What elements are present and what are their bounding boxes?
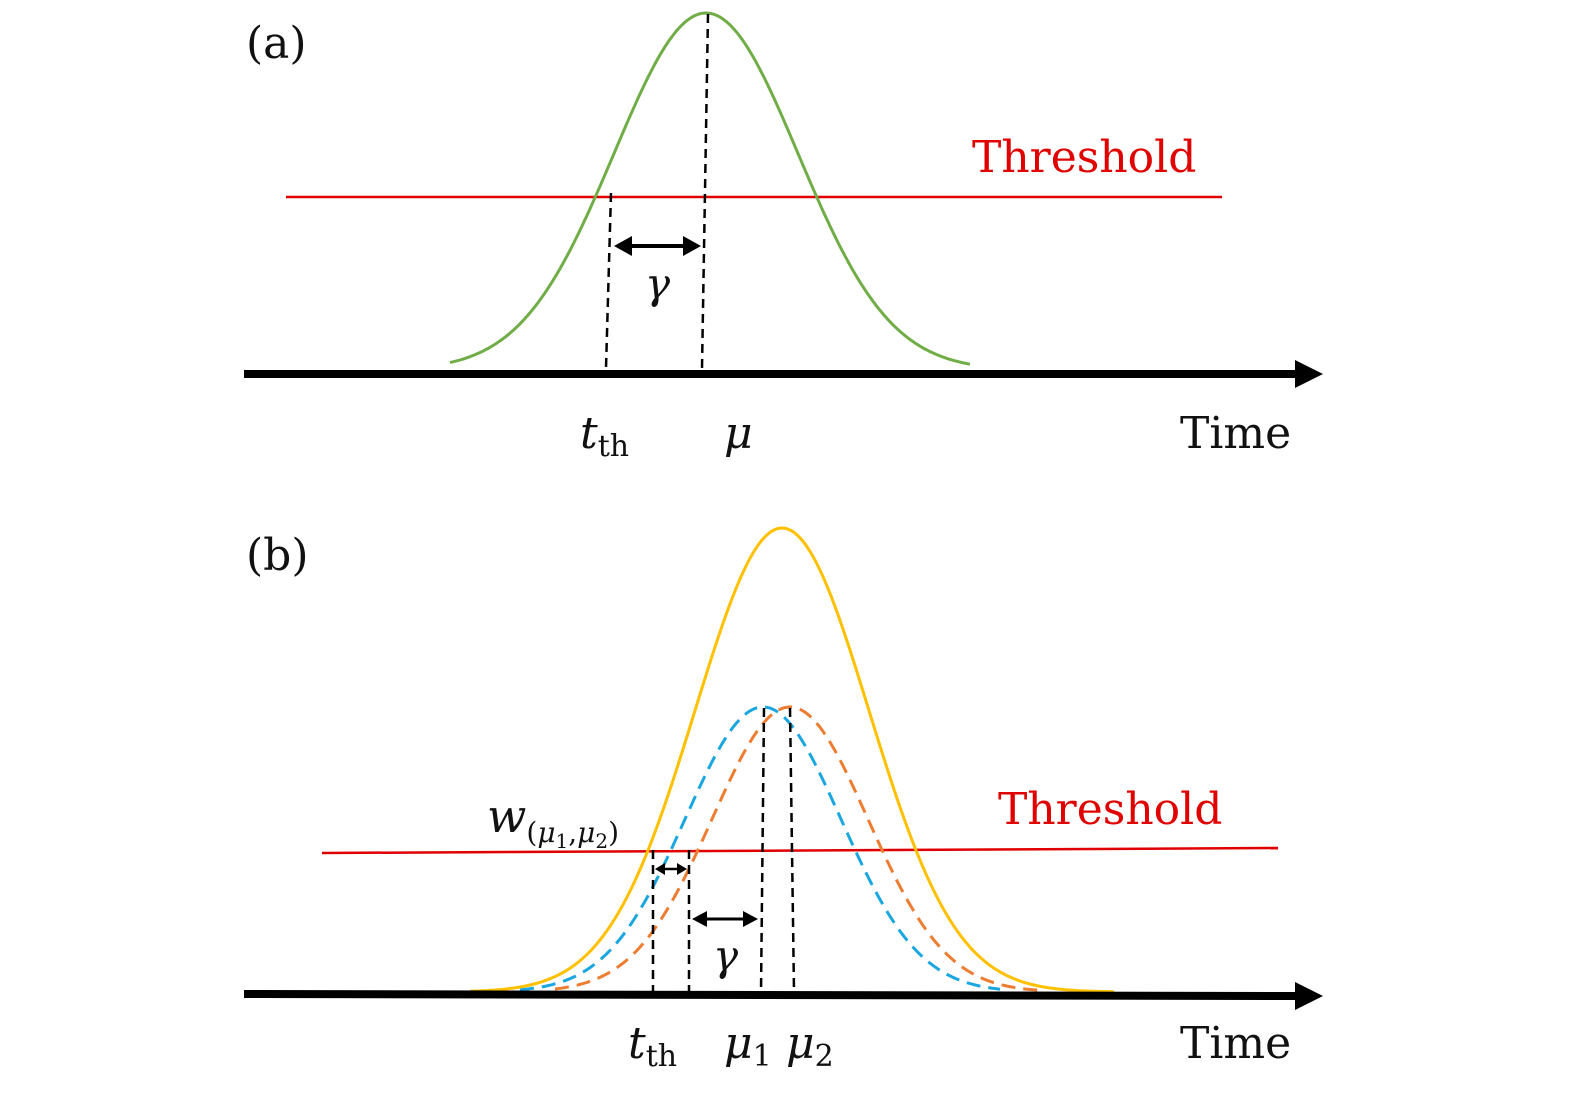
panel-a-mu-dashed-line xyxy=(700,13,710,369)
panel-b-w-arrow xyxy=(655,863,687,875)
panel-b-time-axis-arrowhead xyxy=(1295,982,1323,1010)
panel-b-threshold-label: Threshold xyxy=(998,784,1222,835)
panel-b-blue-dashed-curve xyxy=(519,705,1001,992)
panel-b-tick-tth: tth xyxy=(628,1018,677,1074)
panel-b-mu2-dashed-line xyxy=(788,707,796,993)
panel-a-axis-label: Time xyxy=(1180,408,1291,459)
panel-b-gamma-arrow xyxy=(692,911,758,927)
panel-a-gamma-label: γ xyxy=(645,259,671,308)
panel-a-time-axis-arrowhead xyxy=(1295,360,1323,388)
panel-b-axis-label: Time xyxy=(1180,1018,1291,1069)
panel-a-gaussian-curve xyxy=(449,11,971,366)
panel-b-orange-dashed-curve xyxy=(554,705,1040,992)
panel-a-label: (a) xyxy=(246,18,307,69)
panel-a: (a) Threshold γ tth μ Time xyxy=(244,11,1323,464)
panel-a-tth-dashed-line xyxy=(604,192,613,369)
panel-b-mu1-dashed-line xyxy=(759,707,766,993)
panel-b: (b) Threshold γ w(μ1,μ2) xyxy=(243,526,1323,1074)
panel-b-label: (b) xyxy=(246,530,309,581)
panel-a-threshold-label: Threshold xyxy=(972,132,1196,183)
panel-b-threshold-line xyxy=(321,846,1279,855)
panel-b-w-label: w(μ1,μ2) xyxy=(487,789,619,853)
panel-b-tick-mu1: μ1 xyxy=(724,1018,772,1074)
panel-a-tick-mu: μ xyxy=(724,408,753,459)
panel-b-tick-mu2: μ2 xyxy=(786,1018,834,1074)
panel-b-gamma-label: γ xyxy=(713,931,739,980)
panel-a-tick-tth: tth xyxy=(580,408,629,464)
panel-b-sum-curve xyxy=(469,526,1114,994)
panel-a-gamma-arrow xyxy=(614,236,701,256)
panel-b-time-axis xyxy=(243,990,1301,1000)
